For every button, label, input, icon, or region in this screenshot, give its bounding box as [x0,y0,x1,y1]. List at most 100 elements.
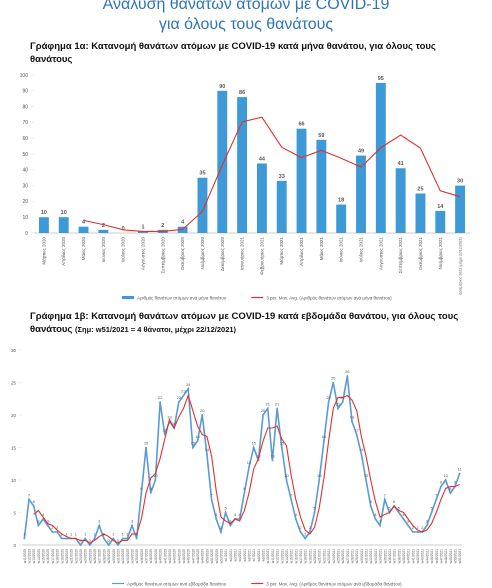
point [187,388,190,390]
data-label: 10 [443,473,448,478]
point [154,479,157,481]
data-label: 21 [266,402,271,407]
y-tick-label: 5 [13,510,16,515]
data-label: 3 [229,519,232,524]
data-label: 9 [454,480,457,485]
x-tick-label: w47/2020 [191,549,195,563]
x-tick-label: w22/2021 [322,549,326,563]
x-tick-label: w30/2021 [360,549,364,563]
data-label: 19 [167,415,172,420]
x-tick-label: w15/2021 [290,549,294,563]
line-series [23,375,461,547]
legend-label: Αριθμός θανάτων ατόμων ανά μήνα θανάτου [137,295,227,301]
data-label: 86 [239,90,245,96]
data-label: 5 [388,506,391,511]
data-label: 20 [200,408,205,413]
data-label: 4 [181,220,185,226]
point [93,537,96,540]
point [84,537,87,540]
bar [78,226,89,233]
point [229,524,232,527]
point [318,479,321,481]
data-label: 4 [374,512,377,517]
x-tick-label: w46/2021 [435,549,439,563]
bar [197,177,208,233]
data-label: 2 [51,525,54,530]
point [149,492,152,494]
data-label: 10 [317,473,322,478]
data-label: 1 [126,532,129,537]
data-label: 22 [158,395,163,400]
point [327,401,330,403]
point [201,414,204,416]
page-title: Ανάλυση θανάτων ατόμων με COVID-19 [102,0,390,13]
data-label: 2 [421,525,424,530]
point [425,524,428,527]
bar [256,163,267,233]
point [28,498,30,501]
data-label: 95 [378,76,384,82]
x-tick-label: w4/2021 [238,549,242,562]
data-label: 17 [354,428,359,433]
x-tick-label: w12/2021 [276,549,280,563]
data-label: 3 [47,519,50,524]
x-tick-label: Μάιος 2021 [318,237,324,261]
point [369,505,372,507]
x-tick-label: w43/2020 [173,549,177,563]
data-label: 14 [359,447,364,452]
point [313,511,316,514]
y-tick-label: 80 [22,104,28,110]
data-label: 1 [84,532,87,537]
data-label: 15 [144,441,149,446]
point [355,433,358,436]
legend-label: 3 per. Mov. Avg. (Αριθμός θανάτων ατόμων… [266,295,392,301]
data-label: 14 [205,447,210,452]
x-tick-label: w31/2020 [116,549,120,563]
point [220,531,222,533]
point [449,492,452,494]
x-tick-label: Ιούλιος 2021 [358,237,364,263]
y-tick-label: 90 [22,89,28,95]
x-tick-label: w18/2020 [56,549,60,563]
x-tick-label: w41/2020 [163,549,167,563]
data-label: 30 [457,179,463,185]
x-tick-label: w48/2020 [196,549,200,563]
x-tick-label: w16/2021 [294,549,298,563]
point [458,472,461,475]
x-tick-label: w51/2020 [210,549,214,563]
x-tick-label: w30/2020 [112,549,116,563]
x-tick-label: w12/2020 [28,549,32,563]
x-tick-label: w21/2021 [318,549,322,563]
x-tick-label: w39/2021 [402,549,406,563]
point [131,524,133,527]
chart-title: Γράφημα 1α: Κατανομή θανάτων ατόμων με C… [30,40,460,66]
data-label: 3 [37,519,40,524]
x-tick-label: w24/2020 [84,549,88,563]
x-tick-label: w14/2020 [37,549,41,563]
data-label: 1 [112,532,115,537]
point [407,524,410,527]
point [135,537,138,540]
data-label: 44 [259,156,266,162]
data-label: 0 [117,538,120,543]
x-tick-label: w29/2020 [107,549,111,563]
point [140,492,143,494]
point [285,479,288,481]
x-tick-label: w10/2021 [266,549,270,563]
x-tick-label: Ιούνιος 2021 [338,237,344,263]
bar [58,217,69,233]
x-tick-label: Οκτώβριος 2020 [179,237,185,271]
chart-title-text: Γράφημα 1α: Κατανομή θανάτων ατόμων με C… [30,41,436,65]
x-tick-label: Αύγουστος 2020 [140,237,146,271]
bar [316,139,327,233]
data-label: 4 [239,512,242,517]
x-tick-label: w13/2020 [32,549,36,563]
x-tick-label: w24/2021 [332,549,336,563]
data-label: 0 [107,538,110,543]
chart-note: (Σημ: w51/2021 = 4 θάνατοι, μέχρι 22/12/… [75,325,237,334]
data-label: 1 [304,532,307,537]
data-label: 66 [298,122,304,128]
x-tick-label: w53/2020 [219,549,223,563]
data-label: 14 [437,204,444,210]
